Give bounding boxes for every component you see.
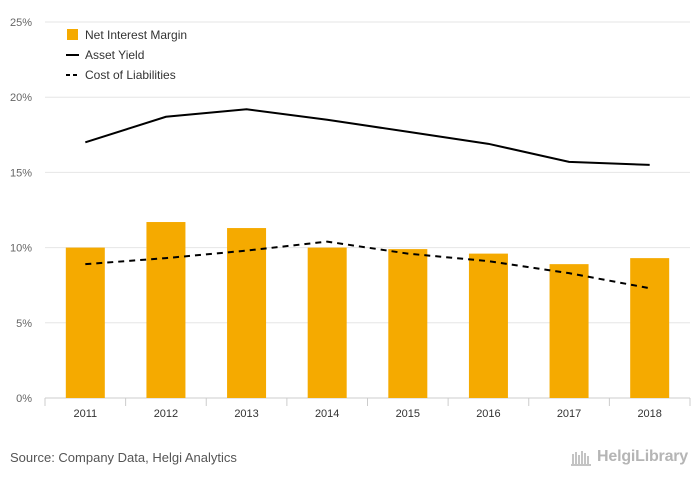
bar-net-interest-margin (468, 253, 508, 398)
x-tick-label: 2013 (234, 408, 258, 420)
brand-logo[interactable]: HelgiLibrary (571, 448, 688, 466)
chart-svg: 0% 5% 10% 15% 20% 25% 2011 2012 2013 2014 2015 2016… (10, 17, 691, 420)
y-tick-label: 25% (10, 17, 32, 29)
bar-net-interest-margin (146, 222, 186, 398)
bar-net-interest-margin (630, 258, 670, 398)
y-tick-label: 20% (10, 92, 32, 104)
line-cost-of-liabilities (85, 240, 650, 290)
brand-name: HelgiLibrary (597, 448, 688, 465)
x-tick-label: 2017 (557, 408, 581, 420)
y-tick-label: 10% (10, 243, 32, 255)
bar-net-interest-margin (307, 247, 347, 398)
x-tick-label: 2012 (154, 408, 178, 420)
bar-net-interest-margin (65, 247, 105, 398)
y-tick-label: 15% (10, 167, 32, 179)
legend-label: Net Interest Margin (85, 28, 187, 42)
x-tick-label: 2011 (73, 408, 97, 420)
legend-label: Cost of Liabilities (85, 68, 176, 82)
x-tick-label: 2018 (637, 408, 661, 420)
library-icon (571, 451, 592, 466)
footer: Source: Company Data, Helgi Analytics He… (0, 440, 700, 483)
bar-net-interest-margin (388, 249, 428, 398)
x-tick-label: 2015 (396, 408, 420, 420)
chart-area: 0% 5% 10% 15% 20% 25% 2011 2012 2013 2014 2015 2016… (10, 17, 691, 420)
y-tick-label: 5% (16, 318, 32, 330)
bar-net-interest-margin (549, 264, 589, 398)
x-tick-label: 2016 (476, 408, 500, 420)
line-asset-yield (85, 108, 650, 166)
bar-net-interest-margin (227, 228, 267, 398)
x-tick-label: 2014 (315, 408, 339, 420)
legend-swatch-net-interest-margin (67, 29, 78, 40)
source-note: Source: Company Data, Helgi Analytics (10, 450, 237, 465)
legend-label: Asset Yield (85, 48, 144, 62)
y-tick-label: 0% (16, 393, 32, 405)
